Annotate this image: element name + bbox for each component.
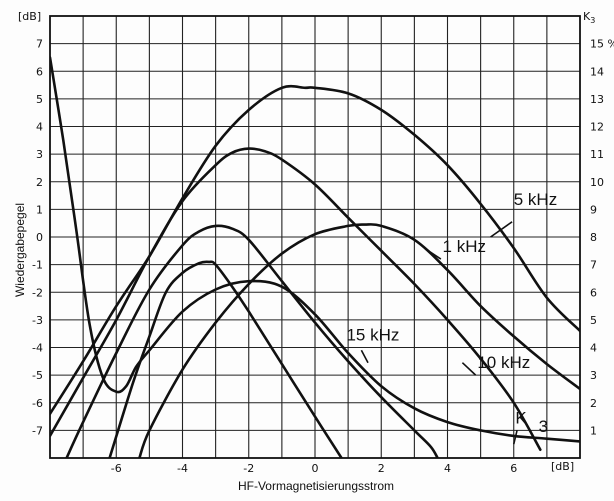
y-right-tick-label: 14 (590, 65, 604, 78)
y-right-tick-label: 13 (590, 93, 604, 106)
y-right-tick-label: 10 (590, 176, 604, 189)
y-right-unit: K3 (583, 10, 595, 25)
curve-1-khz (50, 147, 542, 451)
y-left-tick-label: -3 (32, 314, 43, 327)
y-right-tick-label: 1 (590, 424, 597, 437)
y-left-tick-label: 0 (36, 231, 43, 244)
y-left-tick-label: 7 (36, 38, 43, 51)
x-tick-label: -6 (111, 462, 122, 475)
y-left-tick-label: 4 (36, 121, 43, 134)
x-tick-label: 4 (444, 462, 451, 475)
label-leader (360, 349, 369, 364)
x-axis-title: HF-Vormagnetisierungsstrom (238, 479, 394, 493)
y-right-tick-label: 3 (590, 369, 597, 382)
annotation-label: 5 kHz (514, 190, 557, 209)
label-layer: 5 kHz 1 kHz 15 kHz 10 kHz K 3 (346, 190, 557, 445)
y-right-tick-label: 6 (590, 286, 597, 299)
x-tick-label: 0 (312, 462, 319, 475)
y-right-tick-label: 2 (590, 397, 597, 410)
y-right-tick-label: 5 (590, 314, 597, 327)
curve-layer (50, 56, 580, 458)
x-unit: [dB] (551, 460, 574, 473)
y-axis-title: Wiedergabepegel (13, 203, 27, 297)
y-left-tick-label: -2 (32, 286, 43, 299)
annotation-label: K (515, 408, 527, 427)
label-leader (423, 247, 442, 260)
y-left-tick-label: 2 (36, 176, 43, 189)
curve-15-khz (108, 260, 343, 458)
y-left-tick-label: -6 (32, 397, 43, 410)
plot-frame (49, 15, 581, 459)
y-left-tick-label: -4 (32, 342, 43, 355)
y-right-unit-sub: 3 (590, 16, 595, 25)
y-right-tick-label: 12 (590, 121, 604, 134)
y-left-tick-label: -5 (32, 369, 43, 382)
curve-10-khz (65, 224, 439, 458)
x-tick-label: -4 (177, 462, 188, 475)
y-right-tick-label: 8 (590, 231, 597, 244)
curve-0-db (138, 223, 580, 458)
label-leader (461, 362, 477, 376)
y-left-tick-label: 3 (36, 148, 43, 161)
x-tick-label: -2 (243, 462, 254, 475)
annotation-label: 15 kHz (346, 326, 399, 345)
y-right-tick-label: 7 (590, 259, 597, 272)
y-right-unit-main: K (583, 10, 591, 23)
y-left-tick-label: 1 (36, 203, 43, 216)
x-tick-label: 6 (510, 462, 517, 475)
y-right-tick-label: 4 (590, 342, 597, 355)
y-left-tick-label: -1 (32, 259, 43, 272)
y-right-tick-label: 9 (590, 203, 597, 216)
y-left-unit: [dB] (18, 10, 41, 23)
annotation-subscript: 3 (539, 417, 548, 436)
curve-k3 (50, 56, 580, 443)
y-right-tick-label: 11 (590, 148, 604, 161)
label-leader (490, 221, 513, 238)
annotation-label: 10 kHz (477, 353, 530, 372)
y-right-tick-label: 15 % (590, 38, 614, 51)
y-left-tick-label: 6 (36, 65, 43, 78)
x-tick-label: 2 (378, 462, 385, 475)
y-left-tick-label: -7 (32, 424, 43, 437)
y-left-tick-label: 5 (36, 93, 43, 106)
label-leader (512, 430, 518, 445)
annotation-label: 1 kHz (443, 237, 486, 256)
